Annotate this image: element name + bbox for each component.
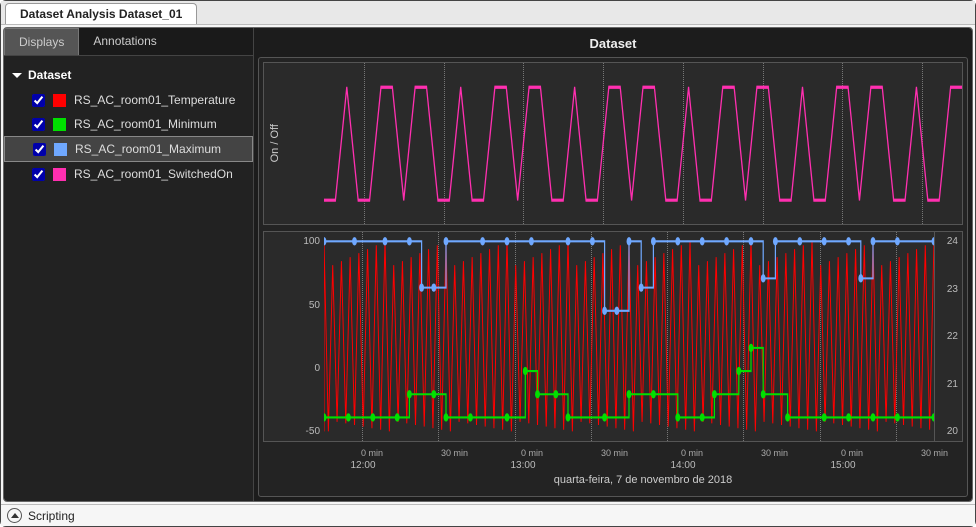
series-checkbox[interactable] (32, 118, 45, 131)
series-color-swatch (54, 143, 67, 156)
series-label: RS_AC_room01_Maximum (75, 142, 221, 156)
series-color-swatch (53, 118, 66, 131)
yaxis-left: 100500-50 (286, 232, 324, 441)
plotarea-onoff[interactable] (324, 63, 962, 224)
footer-bar: Scripting (1, 504, 975, 526)
tab-displays[interactable]: Displays (4, 28, 79, 55)
ylabel-temp (264, 232, 286, 441)
plot-onoff[interactable]: On / Off (263, 62, 963, 225)
yaxis-onoff (286, 63, 324, 224)
chart-zone: Dataset On / Off 100500-50 2423222120 qu… (254, 28, 972, 501)
window-tab[interactable]: Dataset Analysis Dataset_01 (5, 3, 197, 24)
tree-root-label: Dataset (28, 68, 71, 82)
series-tree: Dataset RS_AC_room01_Temperature RS_AC_ro… (4, 56, 253, 192)
xaxis: quarta-feira, 7 de novembro de 2018 0 mi… (323, 448, 963, 492)
series-label: RS_AC_room01_Minimum (74, 117, 217, 131)
series-label: RS_AC_room01_SwitchedOn (74, 167, 233, 181)
series-checkbox[interactable] (32, 168, 45, 181)
yaxis-right: 2423222120 (934, 232, 962, 441)
chart-title: Dataset (258, 32, 968, 57)
chevron-down-icon (12, 73, 22, 78)
tab-annotations[interactable]: Annotations (79, 28, 170, 55)
sidebar-tabs: Displays Annotations (4, 28, 253, 56)
plotarea-temperature[interactable] (324, 232, 934, 441)
chevron-up-icon (11, 513, 19, 518)
tree-root-dataset[interactable]: Dataset (4, 62, 253, 88)
xaxis-caption: quarta-feira, 7 de novembro de 2018 (323, 448, 963, 486)
series-color-swatch (53, 94, 66, 107)
window-tabstrip: Dataset Analysis Dataset_01 (1, 1, 975, 25)
series-color-swatch (53, 168, 66, 181)
series-item[interactable]: RS_AC_room01_Maximum (4, 136, 253, 162)
plots-container: On / Off 100500-50 2423222120 quarta-fei… (258, 57, 968, 497)
plot-temperature[interactable]: 100500-50 2423222120 (263, 231, 963, 442)
expand-scripting-button[interactable] (7, 508, 22, 523)
main-body: Displays Annotations Dataset RS_AC_room0… (3, 27, 973, 502)
series-checkbox[interactable] (32, 94, 45, 107)
footer-scripting-label: Scripting (28, 509, 75, 523)
series-item[interactable]: RS_AC_room01_Temperature (4, 88, 253, 112)
series-label: RS_AC_room01_Temperature (74, 93, 235, 107)
sidebar: Displays Annotations Dataset RS_AC_room0… (4, 28, 254, 501)
series-item[interactable]: RS_AC_room01_Minimum (4, 112, 253, 136)
series-item[interactable]: RS_AC_room01_SwitchedOn (4, 162, 253, 186)
series-checkbox[interactable] (33, 143, 46, 156)
ylabel-onoff: On / Off (264, 63, 286, 224)
